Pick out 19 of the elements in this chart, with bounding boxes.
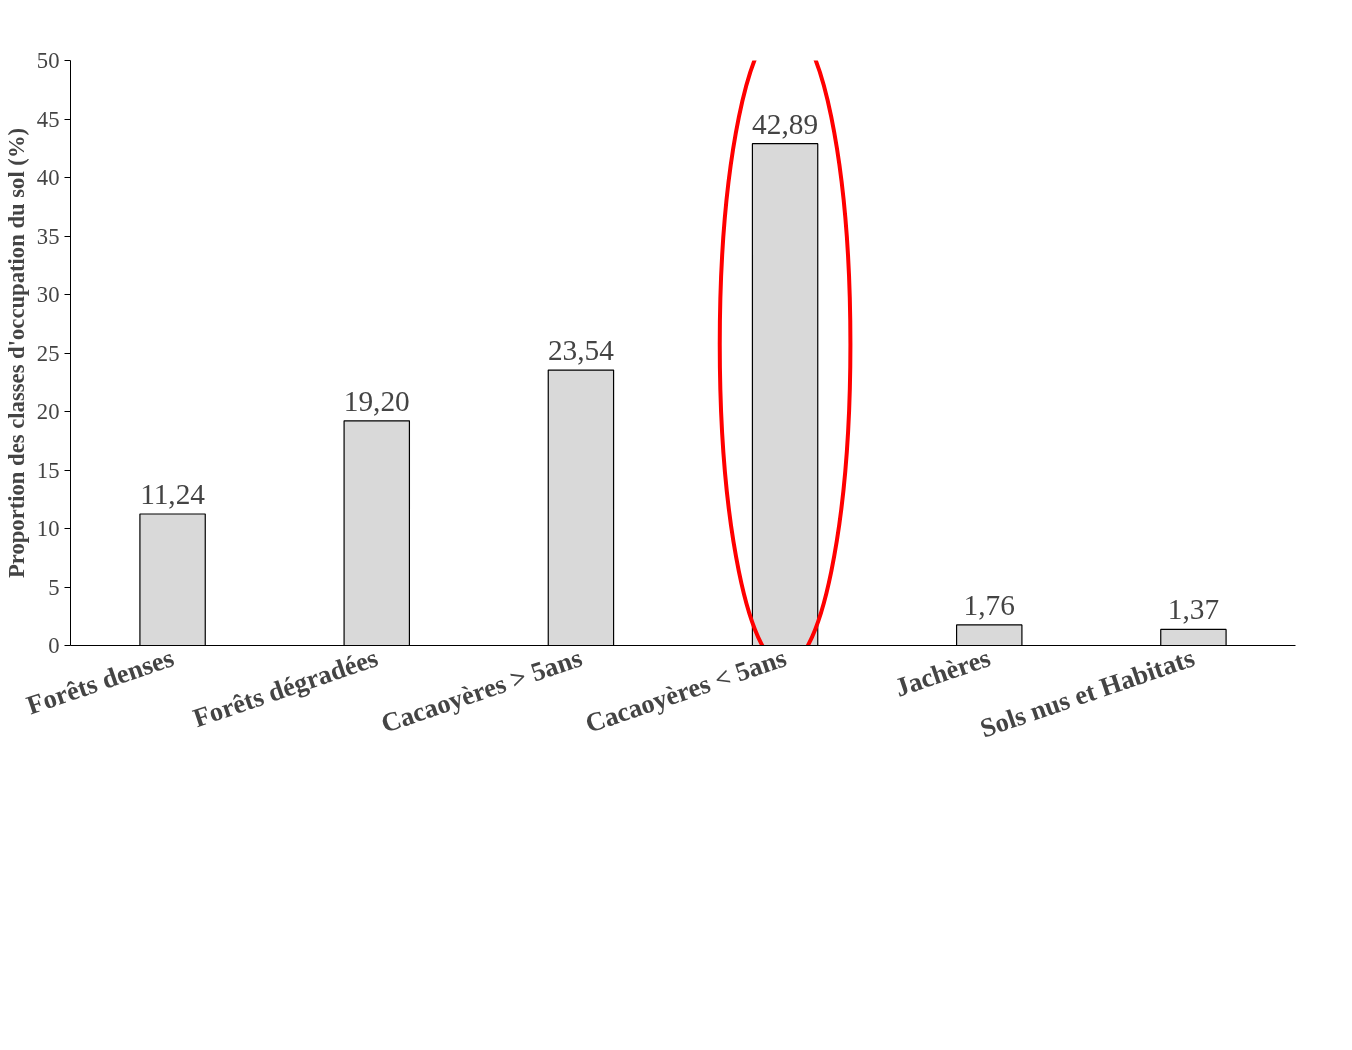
y-tick-label: 0: [48, 633, 60, 658]
data-label: 1,37: [1167, 593, 1220, 626]
y-tick-label: 30: [36, 282, 60, 307]
y-tick-label: 25: [36, 340, 60, 366]
y-tick-label: 5: [48, 574, 60, 600]
data-label: 1,76: [963, 588, 1015, 621]
y-tick-label: 10: [36, 516, 60, 541]
y-tick-label: 50: [36, 48, 60, 73]
x-tick-label: Jachères: [891, 642, 995, 703]
y-tick-label: 35: [36, 223, 60, 249]
y-tick-label: 45: [36, 106, 60, 132]
data-label: 42,89: [752, 107, 819, 140]
y-axis-title: Proportion des classes d'occupation du sol (%): [3, 127, 29, 579]
data-label: 11,24: [140, 477, 206, 510]
y-tick-label: 40: [36, 165, 60, 190]
y-tick-label: 20: [36, 399, 60, 424]
data-label: 23,54: [547, 334, 615, 367]
data-label: 19,20: [343, 384, 410, 417]
y-tick-label: 15: [36, 457, 60, 483]
